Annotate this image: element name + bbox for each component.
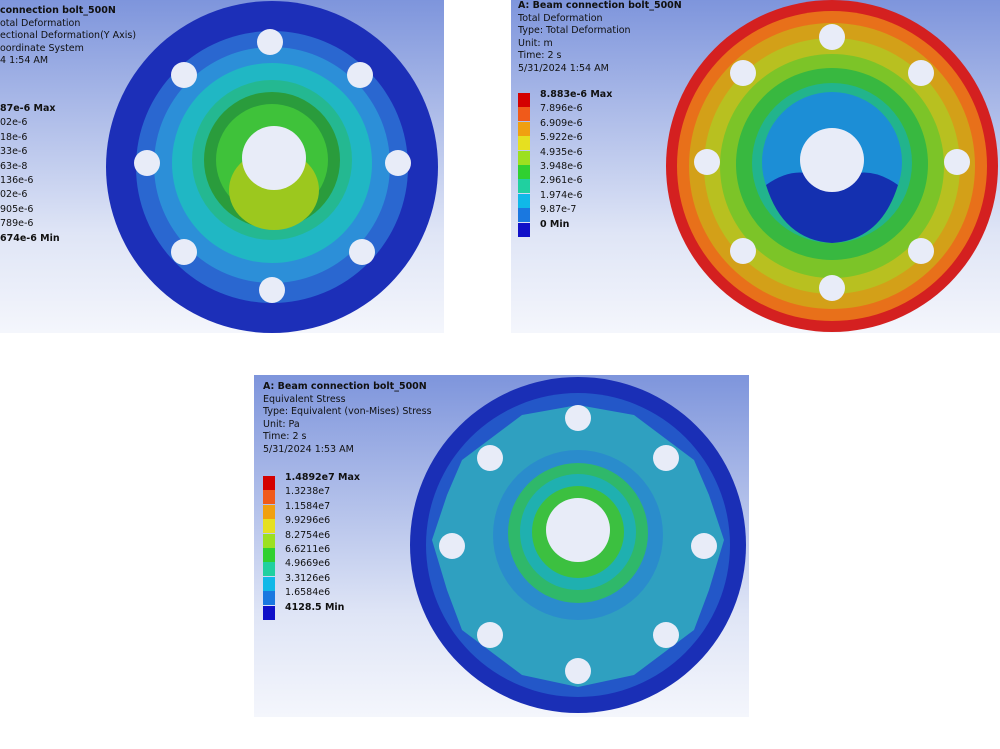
legend-swatch [518, 165, 530, 179]
legend-swatch [518, 136, 530, 151]
legend-label: 7.896e-6 [540, 103, 583, 115]
legend-swatch [518, 121, 530, 136]
header-line: Total Deformation [518, 12, 603, 24]
legend-swatch [518, 93, 530, 107]
legend-swatch [263, 605, 275, 620]
legend-swatch [518, 179, 530, 194]
legend-label: 18e-6 [0, 131, 28, 143]
model-view [666, 0, 998, 332]
result-panel: A: Beam connection bolt_500N Total Deform… [511, 0, 1000, 333]
legend-label: 789e-6 [0, 218, 34, 230]
header-line: Time: 2 s [518, 50, 562, 62]
legend-swatch [518, 150, 530, 165]
header-line: Time: 2 s [263, 431, 307, 443]
legend-label: 63e-8 [0, 160, 28, 172]
header-line: A: Beam connection bolt_500N [518, 0, 682, 11]
header-line: Unit: m [518, 37, 553, 49]
legend-label: 33e-6 [0, 146, 28, 158]
legend-label: 02e-6 [0, 117, 28, 129]
legend-label: 02e-6 [0, 189, 28, 201]
result-panel: A: Beam connection bolt_500N Equivalent S… [254, 375, 749, 717]
legend-label: 8.883e-6 Max [540, 89, 613, 100]
legend-swatch [263, 562, 275, 577]
legend-swatch [518, 107, 530, 122]
header-line: connection bolt_500N [0, 5, 116, 16]
legend-label: 3.3126e6 [285, 572, 331, 584]
header-line: oordinate System [0, 42, 84, 54]
model-view [410, 377, 746, 713]
legend-swatch [518, 208, 530, 223]
legend-label: 4128.5 Min [285, 601, 345, 613]
model-view [106, 1, 438, 333]
legend-label: 6.6211e6 [285, 544, 331, 555]
legend-swatch [263, 519, 275, 534]
legend-label: 87e-6 Max [0, 103, 56, 114]
header-line: ectional Deformation(Y Axis) [0, 30, 137, 42]
header-line: Type: Total Deformation [518, 25, 631, 37]
header-line: 5/31/2024 1:53 AM [263, 444, 354, 455]
header-line: Equivalent Stress [263, 393, 346, 405]
legend-label: 9.9296e6 [285, 515, 331, 527]
legend-label: 2.961e-6 [540, 175, 583, 187]
legend-label: 4.9669e6 [285, 558, 331, 570]
legend-label: 1.3238e7 [285, 486, 331, 498]
legend-label: 905e-6 [0, 203, 34, 215]
header-line: A: Beam connection bolt_500N [263, 381, 427, 392]
legend-label: 3.948e-6 [540, 161, 583, 172]
legend-swatch [263, 591, 275, 606]
legend-label: 0 Min [540, 218, 570, 230]
legend-label: 136e-6 [0, 175, 34, 186]
result-panel: connection bolt_500N otal Deformation ecti… [0, 0, 444, 333]
legend-swatch [263, 548, 275, 562]
legend-label: 1.1584e7 [285, 500, 331, 512]
legend-label: 6.909e-6 [540, 117, 583, 129]
header-line: Type: Equivalent (von-Mises) Stress [263, 406, 432, 418]
legend-label: 9.87e-7 [540, 204, 577, 216]
legend-label: 5.922e-6 [540, 132, 583, 144]
header-line: Unit: Pa [263, 418, 300, 430]
header-line: 4 1:54 AM [0, 55, 49, 67]
legend-swatch [263, 504, 275, 519]
legend-swatch [263, 476, 275, 490]
legend-label: 1.6584e6 [285, 587, 331, 599]
legend-label: 4.935e-6 [540, 146, 583, 158]
header-line: 5/31/2024 1:54 AM [518, 63, 609, 74]
legend-swatch [518, 193, 530, 208]
legend-swatch [263, 576, 275, 591]
header-line: otal Deformation [0, 17, 81, 29]
legend-label: 674e-6 Min [0, 232, 60, 244]
legend-swatch [518, 222, 530, 237]
legend-swatch [263, 490, 275, 505]
legend-label: 1.4892e7 Max [285, 472, 361, 483]
legend-swatch [263, 533, 275, 548]
legend-label: 8.2754e6 [285, 529, 331, 541]
legend-label: 1.974e-6 [540, 189, 583, 201]
